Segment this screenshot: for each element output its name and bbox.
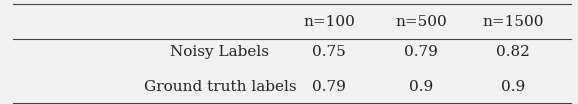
- Text: Ground truth labels: Ground truth labels: [144, 80, 297, 94]
- Text: 0.82: 0.82: [497, 45, 530, 59]
- Text: 0.9: 0.9: [409, 80, 434, 94]
- Text: n=1500: n=1500: [483, 15, 544, 29]
- Text: 0.79: 0.79: [405, 45, 438, 59]
- Text: 0.75: 0.75: [312, 45, 346, 59]
- Text: n=500: n=500: [395, 15, 447, 29]
- Text: Noisy Labels: Noisy Labels: [171, 45, 269, 59]
- Text: 0.79: 0.79: [312, 80, 346, 94]
- Text: n=100: n=100: [303, 15, 355, 29]
- Text: 0.9: 0.9: [501, 80, 525, 94]
